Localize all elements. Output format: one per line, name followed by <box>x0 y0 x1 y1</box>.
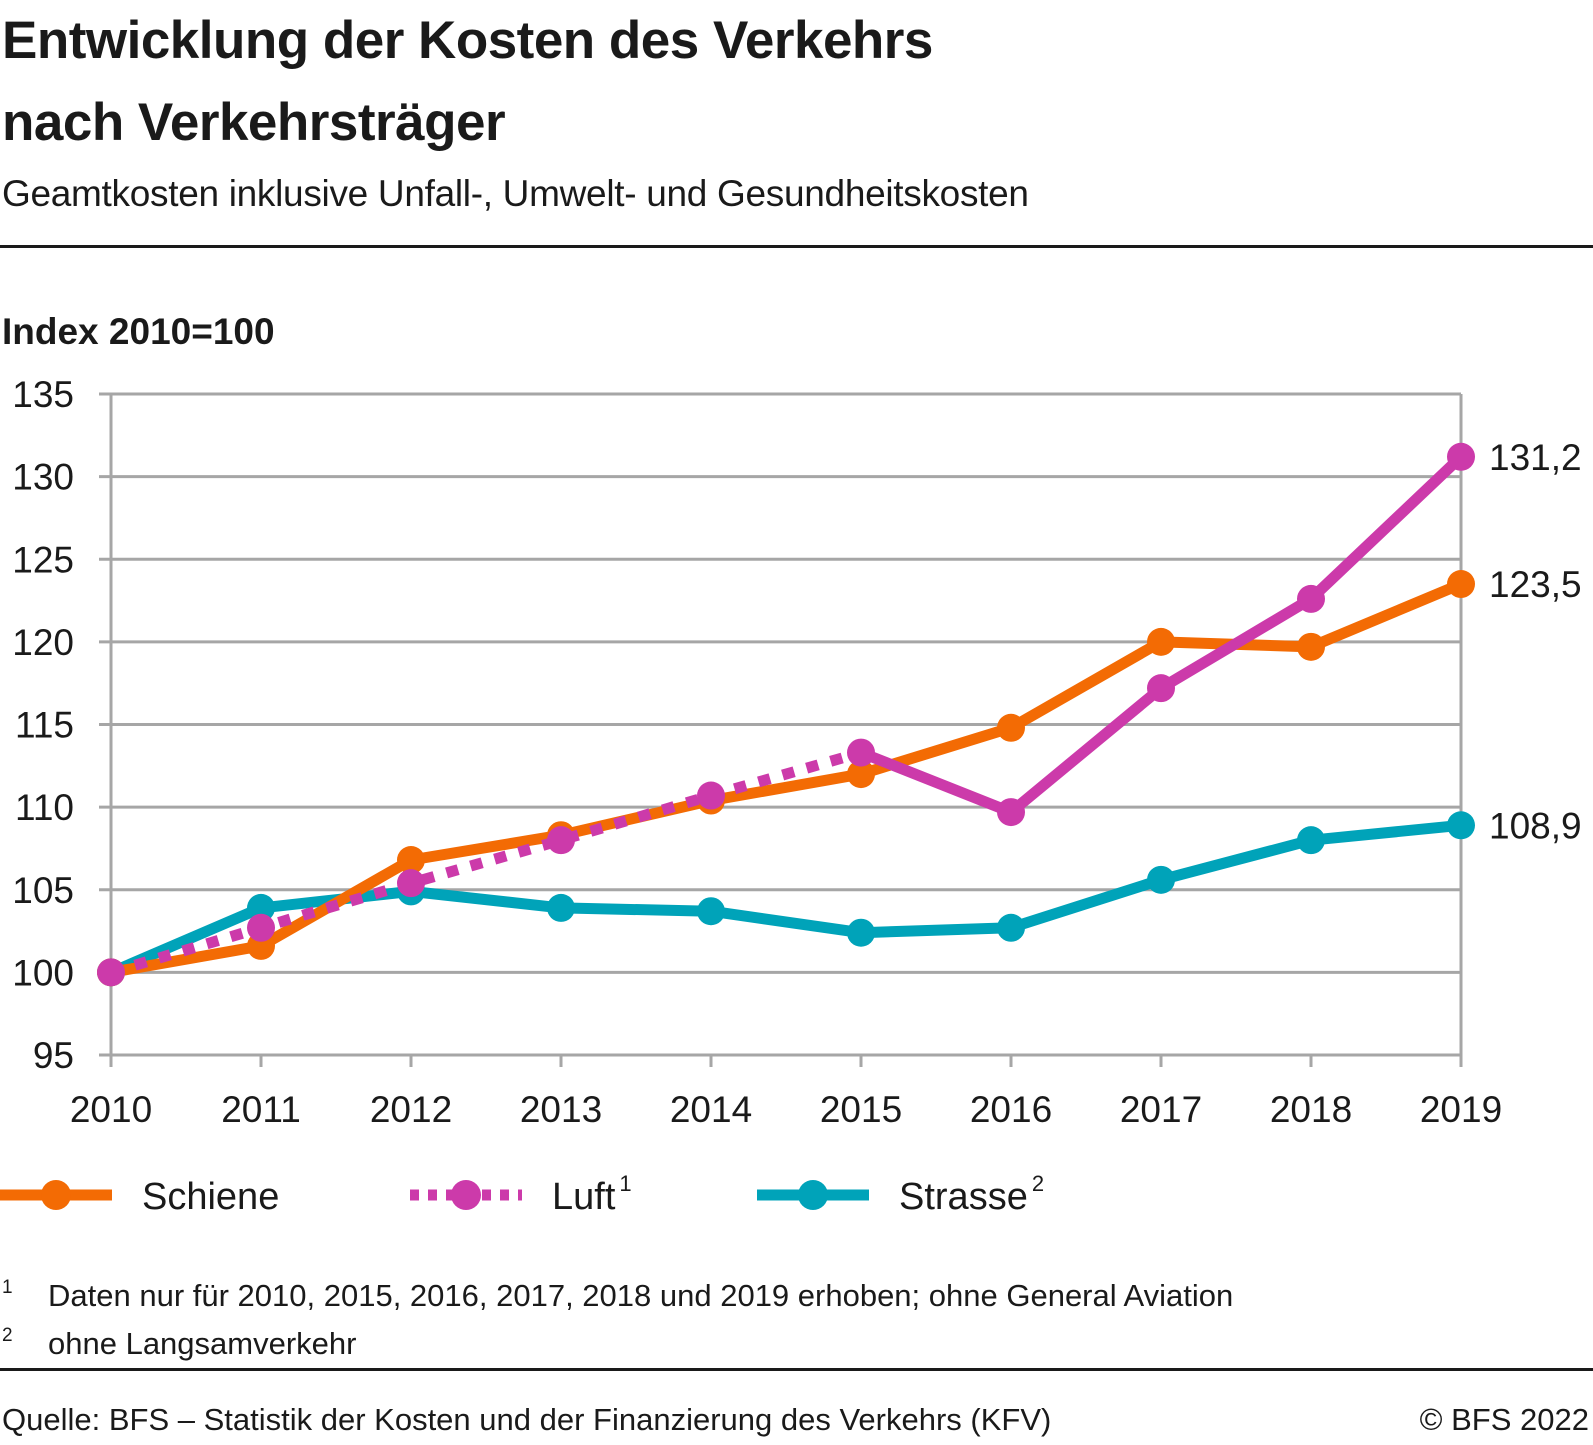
footnote-text: Daten nur für 2010, 2015, 2016, 2017, 20… <box>48 1278 1234 1313</box>
data-point <box>997 913 1025 942</box>
legend-label: Schiene <box>142 1176 279 1218</box>
x-tick-label: 2013 <box>520 1089 602 1130</box>
y-tick-label: 105 <box>12 870 74 911</box>
x-tick-label: 2017 <box>1120 1089 1202 1130</box>
data-point <box>1297 632 1325 661</box>
end-value-label: 108,9 <box>1489 805 1582 846</box>
legend-item-strasse: Strasse 2 <box>757 1171 1044 1218</box>
data-point <box>697 897 725 926</box>
x-tick-label: 2010 <box>70 1089 152 1130</box>
copyright-note: © BFS 2022 <box>1419 1402 1589 1437</box>
legend-item-schiene: Schiene <box>0 1176 279 1218</box>
chart-subtitle: Geamtkosten inklusive Unfall-, Umwelt- u… <box>2 173 1029 214</box>
series-line <box>108 819 1462 978</box>
axes <box>109 394 1463 1067</box>
data-point <box>247 913 275 942</box>
data-point <box>1447 811 1475 840</box>
series-luft <box>97 442 1475 987</box>
legend-label: Luft <box>552 1176 616 1218</box>
y-tick-label: 135 <box>12 374 74 415</box>
footnote-1: 1 Daten nur für 2010, 2015, 2016, 2017, … <box>0 1272 1233 1320</box>
data-point <box>247 893 275 922</box>
footnote-text: ohne Langsamverkehr <box>48 1326 357 1361</box>
data-point <box>847 918 875 947</box>
data-point <box>1297 826 1325 855</box>
source-note: Quelle: BFS – Statistik der Kosten und d… <box>2 1402 1052 1437</box>
end-value-labels: 108,9 123,5 131,2 <box>1489 437 1582 847</box>
data-point <box>1447 442 1475 471</box>
footer-divider <box>0 1368 1593 1371</box>
data-point <box>547 893 575 922</box>
series <box>97 442 1475 987</box>
chart-title: Entwicklung der Kosten des Verkehrs nach… <box>2 0 933 164</box>
legend-swatch-marker <box>41 1180 71 1210</box>
y-tick-label: 125 <box>12 539 74 580</box>
y-tick-label: 130 <box>12 457 74 498</box>
x-tick-label: 2016 <box>970 1089 1052 1130</box>
legend-swatch-marker <box>798 1180 828 1210</box>
chart-title-line-2: nach Verkehrsträger <box>2 93 506 152</box>
footnote-number: 1 <box>2 1277 13 1298</box>
y-tick-label: 110 <box>15 787 74 828</box>
data-point <box>547 826 575 855</box>
data-point <box>997 713 1025 742</box>
footnote-number: 2 <box>2 1325 13 1346</box>
data-point <box>1147 627 1175 656</box>
x-tick-label: 2011 <box>221 1089 301 1130</box>
x-tick-label: 2019 <box>1420 1089 1502 1130</box>
data-point <box>1297 584 1325 613</box>
header-divider <box>0 245 1593 248</box>
y-tick-label: 95 <box>33 1035 74 1076</box>
data-point <box>847 738 875 767</box>
series-strasse <box>97 811 1475 987</box>
legend-item-luft: Luft 1 <box>410 1171 632 1218</box>
data-point <box>97 958 125 987</box>
x-tick-labels: 2010 2011 2012 2013 2014 2015 2016 2017 2018 2019 <box>70 1089 1502 1130</box>
data-point <box>1447 570 1475 599</box>
footnote-2: 2 ohne Langsamverkehr <box>0 1320 1233 1368</box>
legend-footnote-marker: 1 <box>619 1171 631 1196</box>
legend: Schiene Luft 1 Strasse 2 <box>0 1171 1044 1218</box>
y-tick-label: 100 <box>12 952 74 993</box>
x-tick-label: 2018 <box>1270 1089 1352 1130</box>
data-point <box>997 798 1025 827</box>
data-point <box>397 869 425 898</box>
y-axis-label: Index 2010=100 <box>2 311 275 352</box>
footnotes: 1 Daten nur für 2010, 2015, 2016, 2017, … <box>0 1272 1233 1368</box>
data-point <box>697 781 725 810</box>
x-tick-label: 2012 <box>370 1089 452 1130</box>
y-tick-label: 115 <box>15 705 74 746</box>
x-tick-label: 2014 <box>670 1089 752 1130</box>
data-point <box>397 846 425 875</box>
legend-footnote-marker: 2 <box>1032 1171 1044 1196</box>
end-value-label: 131,2 <box>1489 437 1582 478</box>
legend-swatch-marker <box>451 1180 481 1210</box>
end-value-label: 123,5 <box>1489 564 1582 605</box>
data-point <box>847 760 875 789</box>
gridlines <box>99 392 1461 1057</box>
data-point <box>1147 865 1175 894</box>
y-tick-label: 120 <box>12 622 74 663</box>
legend-label: Strasse <box>899 1176 1028 1218</box>
y-tick-labels: 95 100 105 110 115 120 125 130 135 <box>12 374 74 1076</box>
series-line-dotted <box>109 747 863 978</box>
data-point <box>1147 674 1175 703</box>
x-tick-label: 2015 <box>820 1089 902 1130</box>
chart-title-line-1: Entwicklung der Kosten des Verkehrs <box>2 11 933 70</box>
